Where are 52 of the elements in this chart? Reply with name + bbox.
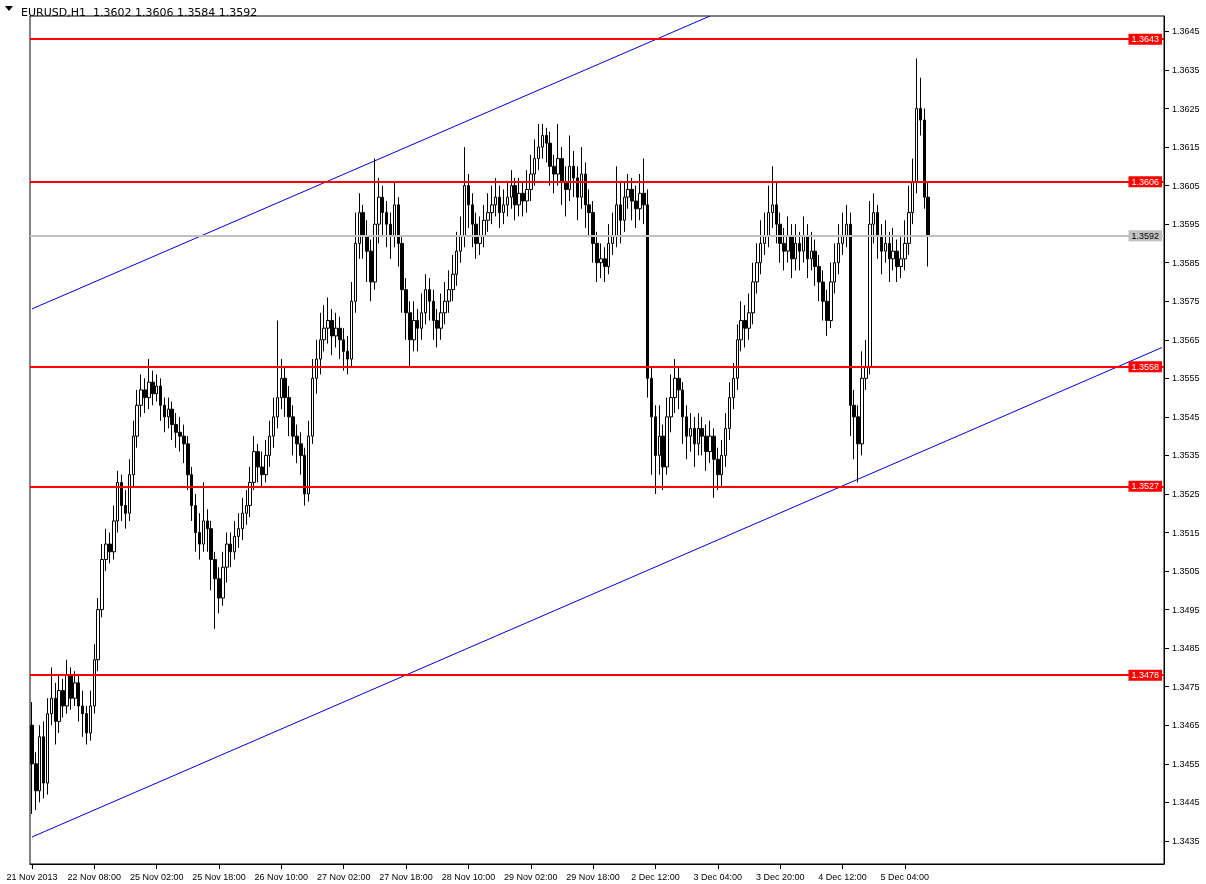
y-tick-label: 1.3475 bbox=[1172, 681, 1200, 692]
ref-line-label: 1.3558 bbox=[1131, 361, 1159, 372]
y-tick-label: 1.3455 bbox=[1172, 758, 1200, 769]
ref-line-label: 1.3527 bbox=[1131, 481, 1159, 492]
candlestick bbox=[147, 358, 151, 410]
candlestick bbox=[693, 416, 696, 468]
x-tick-label: 2 Dec 12:00 bbox=[631, 871, 680, 882]
y-tick-label: 1.3495 bbox=[1172, 604, 1200, 615]
x-tick-label: 28 Nov 10:00 bbox=[441, 871, 496, 882]
x-tick-label: 5 Dec 04:00 bbox=[880, 871, 930, 882]
chart-title: EURUSD,H1 1.3602 1.3606 1.3584 1.3592 bbox=[21, 6, 258, 19]
x-tick-label: 3 Dec 04:00 bbox=[693, 871, 743, 882]
x-tick-label: 26 Nov 10:00 bbox=[254, 871, 309, 882]
x-tick-label: 27 Nov 18:00 bbox=[379, 871, 433, 882]
x-tick-label: 29 Nov 02:00 bbox=[503, 871, 558, 882]
x-tick-label: 4 Dec 12:00 bbox=[818, 871, 867, 882]
y-tick-label: 1.3555 bbox=[1172, 373, 1200, 384]
ref-line-label: 1.3606 bbox=[1131, 176, 1159, 187]
y-tick-label: 1.3545 bbox=[1172, 411, 1200, 422]
candlestick bbox=[615, 165, 618, 248]
y-tick-label: 1.3535 bbox=[1172, 450, 1200, 461]
x-tick-label: 22 Nov 08:00 bbox=[67, 871, 122, 882]
ref-line-label: 1.3478 bbox=[1131, 670, 1159, 681]
x-tick-label: 29 Nov 18:00 bbox=[566, 871, 620, 882]
y-tick-label: 1.3645 bbox=[1172, 26, 1200, 37]
candlestick bbox=[463, 146, 466, 248]
y-tick-label: 1.3605 bbox=[1172, 180, 1200, 191]
y-tick-label: 1.3585 bbox=[1172, 257, 1200, 268]
y-tick-label: 1.3505 bbox=[1172, 566, 1200, 577]
y-tick-label: 1.3515 bbox=[1172, 527, 1200, 538]
x-tick-label: 3 Dec 20:00 bbox=[755, 871, 805, 882]
y-tick-label: 1.3445 bbox=[1172, 797, 1200, 808]
y-tick-label: 1.3465 bbox=[1172, 720, 1200, 731]
candlestick bbox=[915, 57, 918, 194]
y-tick-label: 1.3635 bbox=[1172, 64, 1200, 75]
x-tick-label: 27 Nov 02:00 bbox=[316, 871, 371, 882]
x-tick-label: 21 Nov 2013 bbox=[6, 871, 58, 882]
y-tick-label: 1.3525 bbox=[1172, 488, 1200, 499]
y-tick-label: 1.3615 bbox=[1172, 142, 1200, 153]
ref-line-label: 1.3592 bbox=[1131, 230, 1159, 241]
y-tick-label: 1.3595 bbox=[1172, 219, 1200, 230]
y-tick-label: 1.3565 bbox=[1172, 334, 1200, 345]
y-tick-label: 1.3575 bbox=[1172, 296, 1200, 307]
candlestick bbox=[65, 659, 69, 715]
x-tick-label: 25 Nov 02:00 bbox=[129, 871, 184, 882]
ref-line-label: 1.3643 bbox=[1131, 34, 1159, 45]
y-tick-label: 1.3435 bbox=[1172, 835, 1200, 846]
x-tick-label: 25 Nov 18:00 bbox=[192, 871, 246, 882]
candlestick bbox=[880, 223, 883, 275]
candlestick bbox=[517, 177, 521, 217]
y-tick-label: 1.3485 bbox=[1172, 643, 1200, 654]
y-tick-label: 1.3625 bbox=[1172, 103, 1200, 114]
